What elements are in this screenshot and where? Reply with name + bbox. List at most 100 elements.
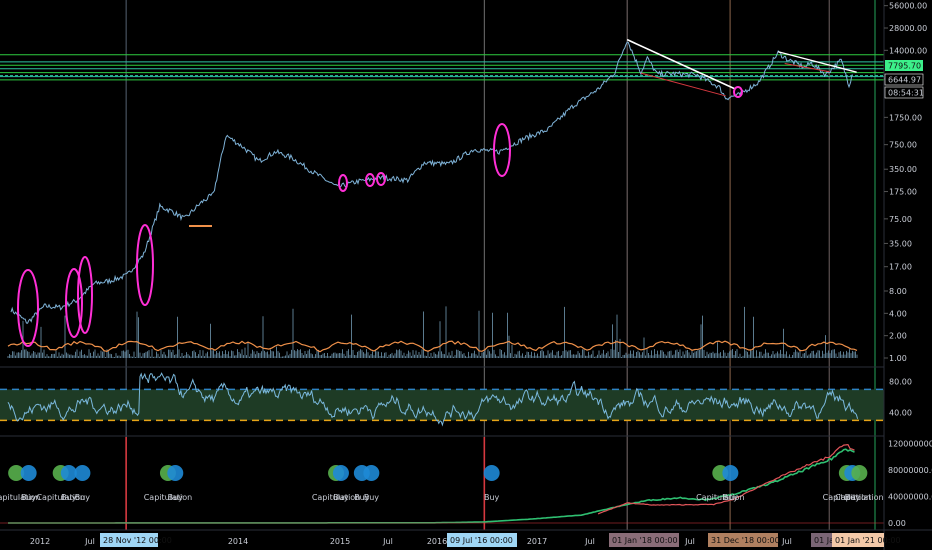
signal-marker — [8, 465, 25, 481]
volume-ma-line — [7, 340, 858, 353]
rsi-pane — [0, 366, 884, 427]
time-axis-badge-bg — [811, 533, 833, 547]
signal-buy-1: Buy — [20, 465, 37, 502]
time-axis-label: Jul — [84, 537, 95, 546]
indicator-fast-line — [597, 443, 855, 515]
signal-buy-8: Buy — [332, 465, 349, 502]
signal-buy-6: Buy — [167, 465, 184, 502]
annotations — [17, 86, 743, 347]
vertical-markers — [125, 0, 876, 530]
price-axis-tick: 750.00 — [884, 141, 917, 150]
signal-label: Capitulation — [835, 493, 883, 502]
time-axis-badge-4: 01 Jan — [811, 533, 839, 547]
time-axis-label: 2014 — [228, 537, 248, 546]
price-axis-tick: 35.00 — [884, 239, 912, 248]
time-axis-badge-bg — [100, 533, 158, 547]
annotation-circle-0 — [17, 269, 39, 347]
price-axis-tick: 56000.00 — [884, 2, 927, 11]
volume-histogram — [7, 306, 858, 358]
time-axis-badge-label: 31 Dec '18 00:00 — [711, 536, 780, 545]
time-axis-badge-1: 09 Jul '16 00:00 — [447, 533, 517, 547]
signal-label: Buy — [354, 493, 370, 502]
rsi-axis-tick-label: 40.00 — [889, 409, 912, 418]
time-axis-badge-3: 31 Dec '18 00:00 — [708, 533, 780, 547]
trendline-down-2019 — [777, 51, 857, 73]
signal-marker — [363, 465, 380, 481]
signal-marker — [167, 465, 184, 481]
price-axis-tick-label: 28000.00 — [889, 24, 927, 33]
time-axis-badge-bg — [609, 533, 679, 547]
price-axis-tick: 75.00 — [884, 215, 912, 224]
time-axis-badge-label: 01 Jan '21 00:00 — [835, 536, 901, 545]
signal-label: Buy — [168, 493, 184, 502]
price-axis-tick: 4.00 — [884, 309, 907, 318]
signal-buy-13: Buy — [722, 465, 739, 502]
time-axis-badge-0: 28 Nov '12 00:00 — [100, 533, 172, 547]
annotation-circle-2 — [77, 256, 93, 334]
indicator-axis[interactable]: 120000000.00 80000000.00 40000000.00 0.00 — [888, 439, 932, 528]
rsi-line — [7, 372, 859, 427]
trendline-lower-2019 — [784, 63, 830, 73]
price-axis-tick-label: 350.00 — [889, 165, 917, 174]
signal-marker — [20, 465, 37, 481]
signal-buy-4: Buy — [74, 465, 91, 502]
signal-label: Buy — [364, 493, 380, 502]
support-levels — [0, 54, 884, 81]
signal-label: Buy — [484, 493, 500, 502]
price-axis-tick: 2.00 — [884, 332, 907, 341]
signal-label: Buy — [333, 493, 349, 502]
time-axis-label: Jul — [684, 537, 695, 546]
annotation-circle-7 — [493, 123, 511, 177]
trendline-down-2018 — [626, 38, 736, 90]
annotation-circle-top — [733, 86, 743, 98]
annotation-circle-4 — [338, 174, 348, 192]
time-axis-badge-label: 09 Jul '16 00:00 — [450, 536, 513, 545]
time-axis[interactable]: 2012 Jul 2014 2015 Jul 2016 2017 Jul Jul Jul 28 No… — [0, 529, 932, 547]
time-axis-label: Jul — [584, 537, 595, 546]
annotation-circle-6 — [376, 172, 386, 186]
price-axis-tick-label: 35.00 — [889, 239, 912, 248]
signal-marker — [722, 465, 739, 481]
time-axis-badge-bg — [447, 533, 517, 547]
price-axis-tick-label: 75.00 — [889, 215, 912, 224]
signal-cap-0: Capitulation — [0, 465, 40, 502]
price-axis-tick-label: 4.00 — [889, 309, 907, 318]
price-axis-tick-label: 14000.00 — [889, 46, 927, 55]
time-axis-label: Jul — [382, 537, 393, 546]
price-axis-tick: 8.00 — [884, 287, 907, 296]
signal-label: Buy — [61, 493, 77, 502]
time-axis-label: 2016 — [427, 537, 447, 546]
price-axis-tick-label: 8.00 — [889, 287, 907, 296]
price-axis-tick: 350.00 — [884, 165, 917, 174]
signal-label: Capitulation — [696, 493, 744, 502]
annotation-circle-3 — [136, 224, 154, 306]
time-axis-badge-2: 01 Jan '18 00:00 — [609, 533, 679, 547]
price-tag: 7795.70 — [885, 60, 923, 71]
time-axis-label: 2017 — [527, 537, 547, 546]
signal-label: Capitulation — [0, 493, 40, 502]
time-axis-badge-label: 01 Jan '18 00:00 — [612, 536, 678, 545]
rsi-axis[interactable]: 80.00 40.00 — [889, 378, 912, 418]
price-axis-tick-label: 750.00 — [889, 141, 917, 150]
price-axis-tick-label: 1750.00 — [889, 113, 922, 122]
signal-buy-11: Buy — [483, 465, 500, 502]
time-axis-badge-5: 01 Jan '21 00:00 — [832, 533, 901, 547]
signal-cap-16: Capitulation — [835, 465, 884, 502]
signal-marker — [851, 465, 868, 481]
rsi-axis-tick-label: 80.00 — [889, 378, 912, 387]
signal-label: Capitulation — [36, 493, 84, 502]
signal-marker — [483, 465, 500, 481]
indicator-axis-tick-label: 0.00 — [888, 519, 906, 528]
price-axis-tick-label: 17.00 — [889, 263, 912, 272]
indicator-axis-tick-label: 80000000.00 — [888, 466, 932, 475]
time-axis-badge-label: 28 Nov '12 00:00 — [103, 536, 172, 545]
time-axis-label: 2012 — [30, 537, 50, 546]
time-axis-badge-label: 01 Jan — [814, 536, 839, 545]
countdown-tag: 08:54:31 — [884, 86, 924, 99]
trendline-lower-2018 — [640, 72, 726, 97]
annotation-circle-1 — [65, 268, 83, 338]
signal-label: Buy — [21, 493, 37, 502]
price-axis-tick-label: 175.00 — [889, 188, 917, 197]
